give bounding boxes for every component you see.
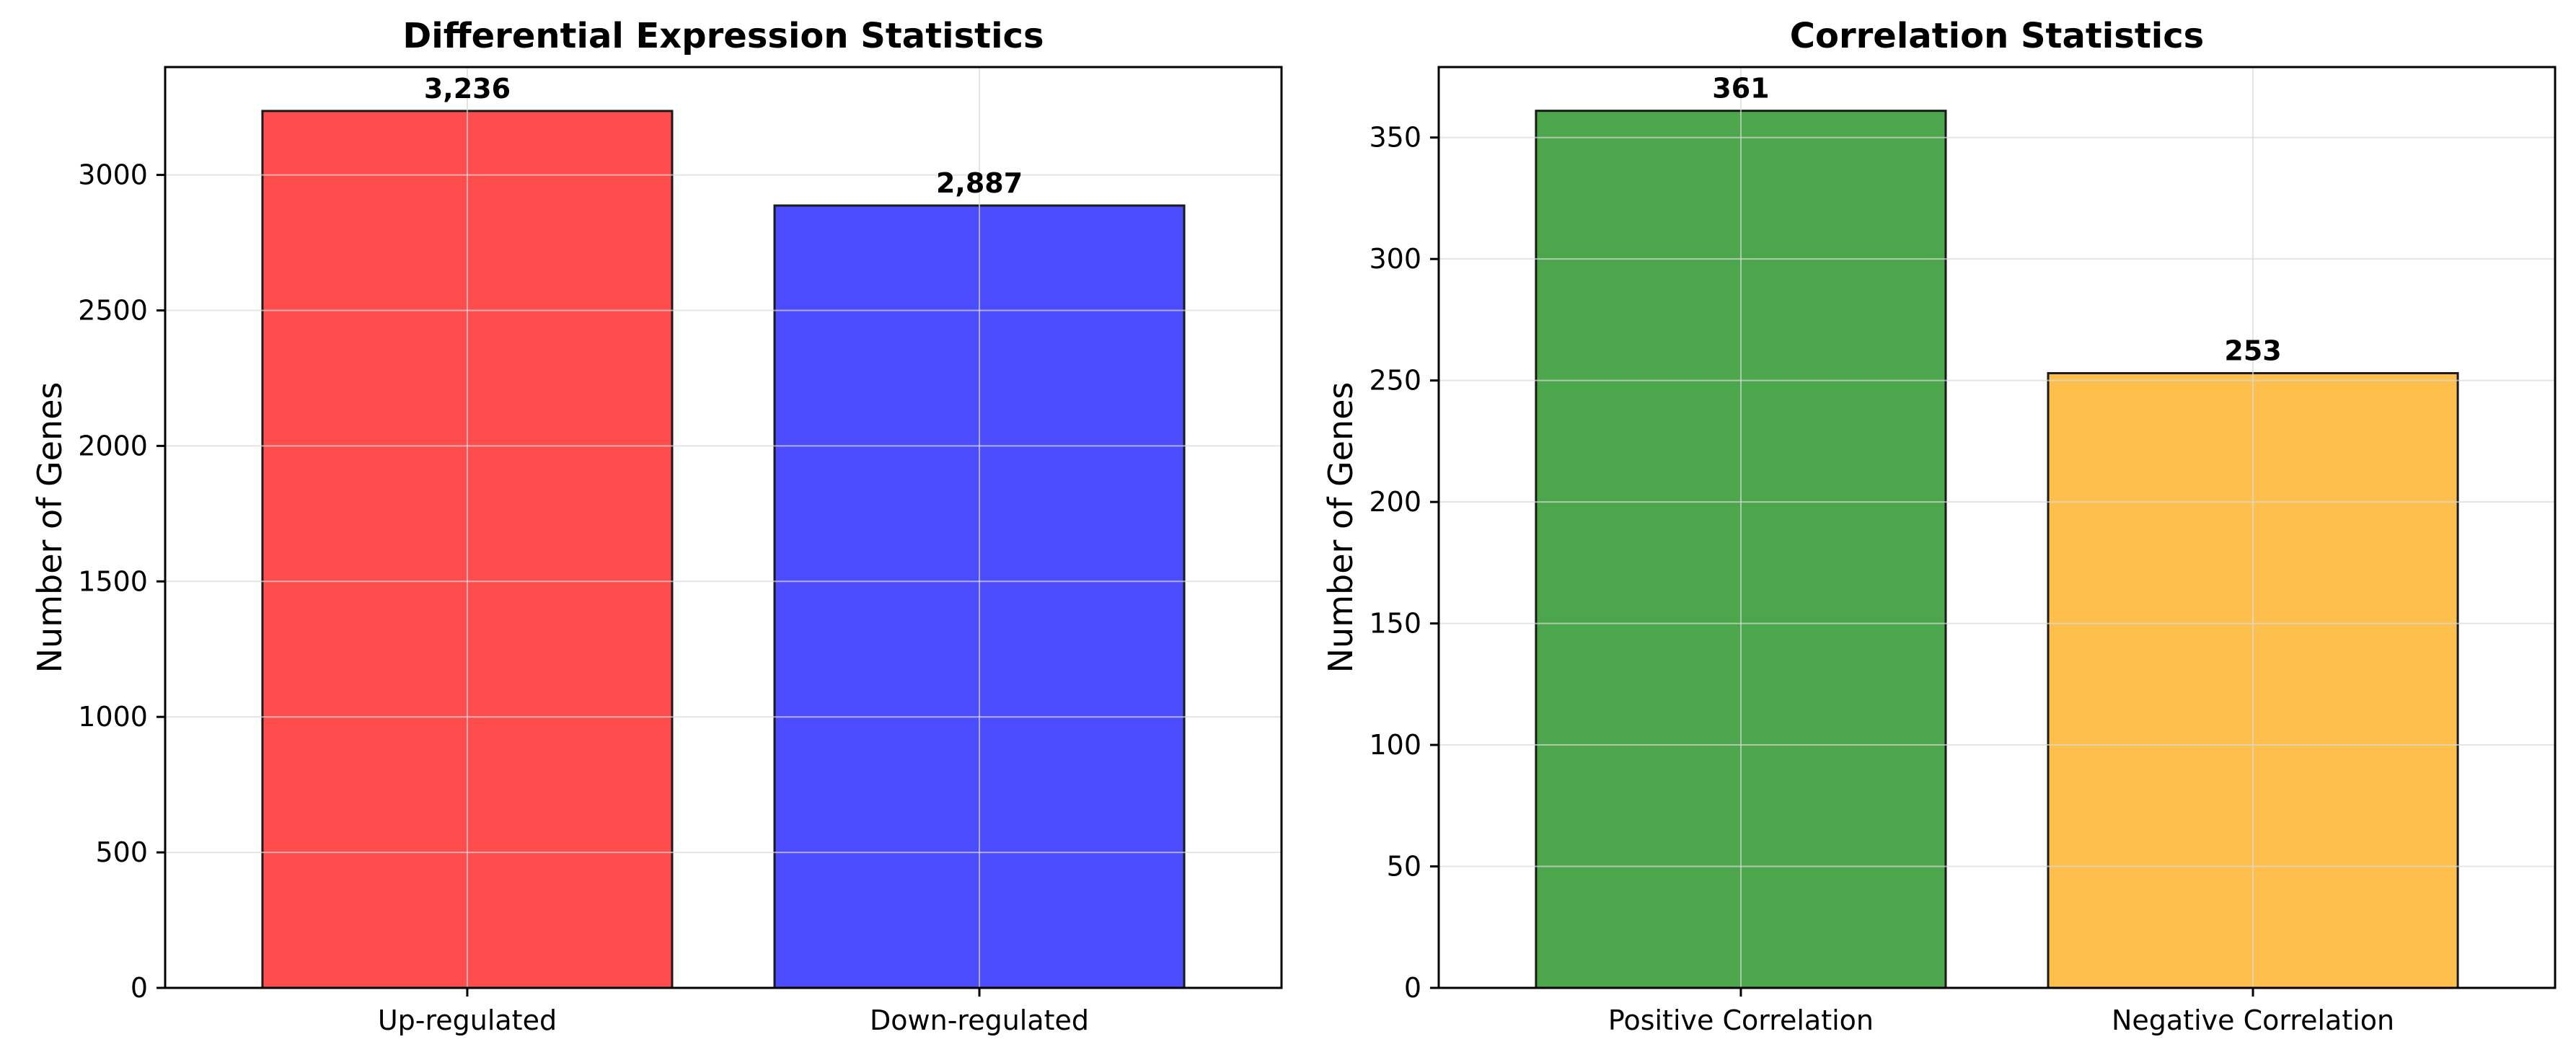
y-tick-label: 350 [1369,122,1421,154]
y-axis-label: Number of Genes [30,382,69,673]
x-tick-label: Down-regulated [870,1004,1089,1036]
data-label: 253 [2224,335,2281,367]
x-tick-label: Up-regulated [378,1004,557,1036]
y-tick-label: 200 [1369,486,1421,518]
y-tick-label: 3000 [78,159,148,191]
y-tick-label: 0 [1404,972,1421,1004]
data-label: 3,236 [424,73,511,105]
y-tick-label: 300 [1369,243,1421,275]
axes-frame [1437,66,2557,989]
y-tick-label: 50 [1387,851,1421,883]
x-tick-label: Negative Correlation [2112,1004,2394,1036]
y-tick-label: 1000 [78,701,148,733]
y-tick-label: 500 [95,836,148,868]
axes-frame [164,66,1283,989]
y-tick-label: 2000 [78,430,148,461]
chart-panel-2: 0 50 100 150 200 250 300 350 Positive Correlatio… [1321,16,2557,1036]
data-label: 361 [1712,73,1769,105]
chart-title: Correlation Statistics [1790,16,2205,56]
y-tick-label: 250 [1369,365,1421,397]
y-tick-label: 0 [131,972,148,1004]
y-tick-label: 2500 [78,294,148,326]
y-tick-label: 150 [1369,608,1421,640]
chart-title: Differential Expression Statistics [402,16,1044,56]
y-axis-label: Number of Genes [1321,382,1360,673]
x-tick-label: Positive Correlation [1608,1004,1874,1036]
data-label: 2,887 [936,167,1023,199]
y-tick-label: 100 [1369,729,1421,761]
y-tick-label: 1500 [78,565,148,597]
chart-panel-1: 0 500 1000 1500 2000 2500 3000 Up-regulated Down… [30,16,1283,1036]
